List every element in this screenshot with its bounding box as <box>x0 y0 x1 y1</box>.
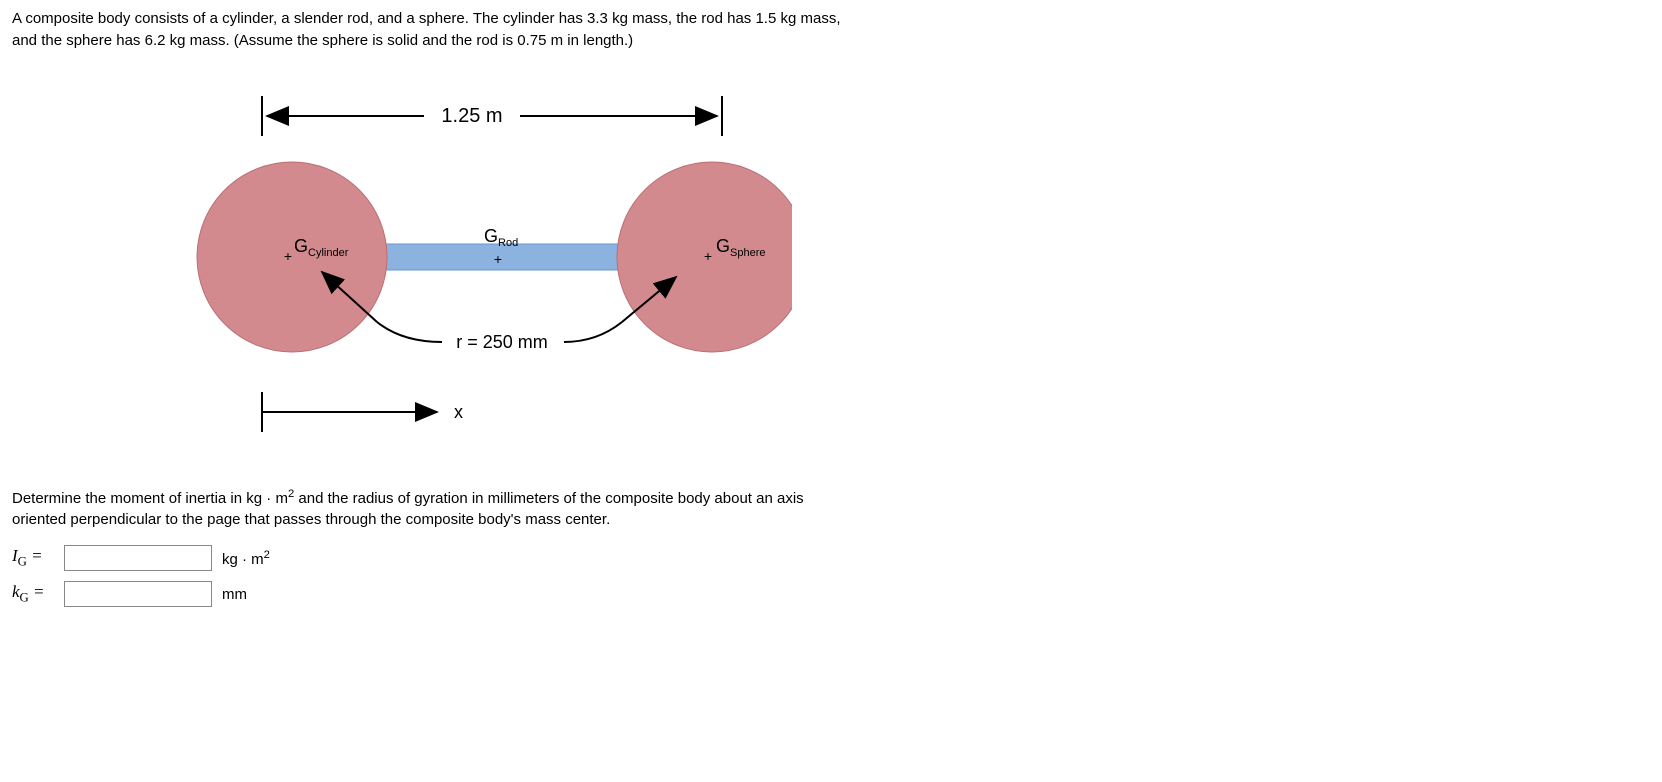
question: Determine the moment of inertia in kg · … <box>12 486 1650 532</box>
problem-statement: A composite body consists of a cylinder,… <box>12 8 1650 52</box>
rod-plus: + <box>494 251 502 267</box>
r-curve-right <box>564 322 622 342</box>
figure: 1.25 m + GCylinder + GRod + GSphere r = … <box>192 82 1650 456</box>
question-line1a: Determine the moment of inertia in kg · … <box>12 490 288 507</box>
question-line2: oriented perpendicular to the page that … <box>12 511 610 528</box>
cyl-plus: + <box>284 248 292 264</box>
g-rod: GRod <box>484 226 518 249</box>
ig-unit: kg · m2 <box>222 549 270 568</box>
kg-input[interactable] <box>64 581 212 607</box>
x-label: x <box>454 402 463 422</box>
answer-row-ig: IG = kg · m2 <box>12 545 1650 571</box>
ig-label: IG = <box>12 546 64 569</box>
sphere-plus: + <box>704 248 712 264</box>
kg-label: kG = <box>12 582 64 605</box>
kg-unit: mm <box>222 586 247 603</box>
problem-line2: and the sphere has 6.2 kg mass. (Assume … <box>12 32 633 49</box>
r-curve-left <box>377 322 442 342</box>
diagram-svg: 1.25 m + GCylinder + GRod + GSphere r = … <box>192 82 792 452</box>
answer-row-kg: kG = mm <box>12 581 1650 607</box>
r-label: r = 250 mm <box>456 332 548 352</box>
answer-block: IG = kg · m2 kG = mm <box>12 545 1650 607</box>
dim-label: 1.25 m <box>441 105 502 127</box>
question-line1b: and the radius of gyration in millimeter… <box>294 490 803 507</box>
ig-input[interactable] <box>64 545 212 571</box>
problem-line1: A composite body consists of a cylinder,… <box>12 10 841 27</box>
